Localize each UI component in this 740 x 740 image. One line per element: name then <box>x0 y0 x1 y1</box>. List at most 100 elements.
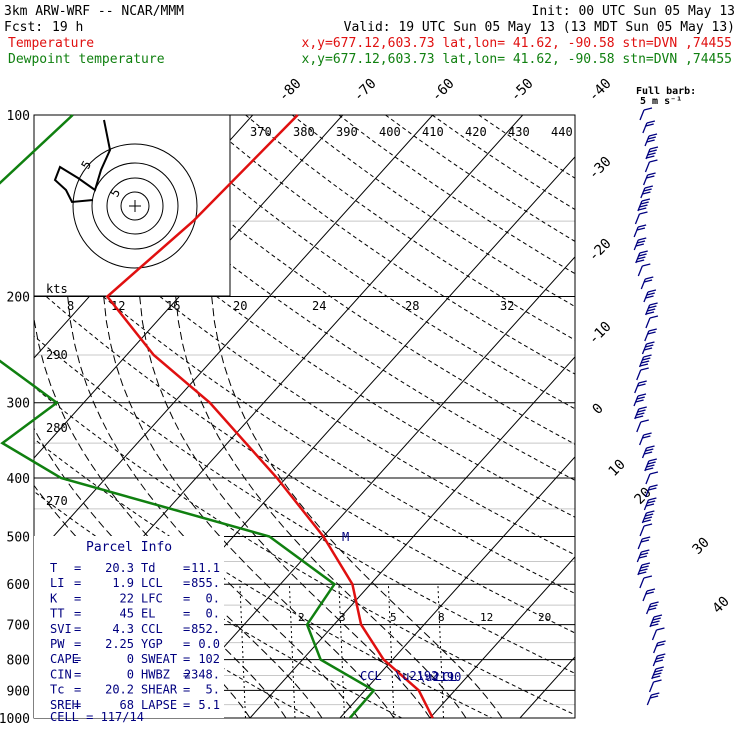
hodo-ring-1 <box>120 191 150 221</box>
parcel-eq-1: = <box>74 607 81 621</box>
parcel-val-2: 11.1 <box>191 561 220 575</box>
parcel-eq-2: = <box>183 652 190 666</box>
wind-barb-flag <box>657 653 666 657</box>
isotherm-label: -10 <box>586 319 615 348</box>
wind-barb-flag <box>644 185 654 189</box>
wind-barb-flag <box>646 292 655 296</box>
init-time: Init: 00 UTC Sun 05 May 13 <box>532 4 736 19</box>
parcel-key-2: EL <box>141 607 155 621</box>
barb-legend-value: 5 m s⁻¹ <box>640 96 682 107</box>
wind-barb-staff <box>640 187 646 199</box>
hodo-ring-3 <box>91 162 179 250</box>
wind-barb-flag <box>645 344 654 348</box>
wind-barb-flag <box>645 448 654 452</box>
pressure-label: 400 <box>7 472 30 487</box>
wind-barb-flag <box>653 679 662 683</box>
isotherm-label: -20 <box>586 236 615 265</box>
wind-barb-flag <box>646 588 656 592</box>
wind-barb-flag <box>653 672 662 676</box>
mixing-ratio-line <box>387 584 395 718</box>
pressure-axis: 100 200 300 400 500 600 700 800 900 1000 <box>0 109 30 727</box>
pressure-label: 300 <box>7 397 30 412</box>
wind-barb-flag <box>646 510 655 514</box>
isotherm <box>34 115 434 559</box>
isotherm-label: -70 <box>351 76 380 105</box>
wind-barb-staff <box>642 174 649 186</box>
wind-barb-flag <box>635 243 645 247</box>
speed-label: 20 <box>233 299 247 313</box>
parcel-eq-1: = <box>74 698 81 712</box>
wind-barb-staff <box>639 109 645 121</box>
wind-barb-staff <box>645 317 651 329</box>
speed-label: 24 <box>312 299 326 313</box>
isotherm-label: -60 <box>429 76 458 105</box>
theta-label: 370 <box>250 125 272 139</box>
wind-barb-flag <box>650 623 659 627</box>
parcel-eq-2: = <box>183 637 190 651</box>
parcel-marker: M <box>342 530 349 544</box>
wind-barb-staff <box>645 603 652 615</box>
isotherm-label: -50 <box>508 76 537 105</box>
wind-barb-flag <box>640 367 649 371</box>
temp-location: x,y=677.12,603.73 lat,lon= 41.62, -90.58… <box>302 36 732 51</box>
parcel-eq-1: = <box>74 561 81 575</box>
ccl-arrow: \u2192 <box>395 669 438 683</box>
wind-barb-flag <box>649 315 659 319</box>
wind-barb-flag <box>634 415 644 419</box>
pressure-label: 900 <box>7 684 30 699</box>
theta-label-left: 290 <box>46 348 68 362</box>
wind-barb-staff <box>633 395 639 407</box>
dry-adiabat <box>385 115 575 242</box>
speed-label: 16 <box>166 299 180 313</box>
wind-barb-flag <box>651 620 660 624</box>
wind-barb-flag <box>655 666 664 670</box>
wind-barb-staff <box>636 551 642 563</box>
wind-barb-flag <box>655 656 665 660</box>
wind-barb-flag <box>645 311 655 315</box>
wind-barb-flag <box>641 198 651 202</box>
wind-barb-flag <box>648 149 657 153</box>
lower-mask <box>575 518 700 720</box>
wind-barb-flag <box>646 155 655 159</box>
wind-barb-flag <box>643 516 653 520</box>
wind-barb-flag <box>643 451 653 455</box>
wind-barb-staff <box>644 330 650 342</box>
isotherm-label: 30 <box>690 535 713 558</box>
hodograph-trace <box>53 119 112 204</box>
wind-barbs <box>633 107 666 706</box>
wind-barb-staff <box>645 486 651 498</box>
wind-barb-flag <box>647 289 657 293</box>
wind-barb-staff <box>651 629 658 641</box>
isotherm <box>519 656 575 718</box>
wind-barb-flag <box>636 240 646 244</box>
parcel-info-cell: CELL = 117/14 <box>50 710 144 724</box>
isotherm-label: 10 <box>606 457 629 480</box>
wind-barb-flag <box>639 568 648 572</box>
wind-barb-flag <box>643 188 652 192</box>
theta-label: 410 <box>422 125 444 139</box>
wind-barb-flag <box>636 259 645 263</box>
parcel-key-1: SVI <box>50 622 72 636</box>
parcel-val-1: 45 <box>120 607 134 621</box>
wind-barb-flag <box>642 519 651 523</box>
barb-legend-title: Full barb: <box>636 86 696 97</box>
parcel-val-2: 2348. <box>184 667 220 681</box>
wind-barb-flag <box>656 643 665 647</box>
wind-barb-flag <box>649 159 658 163</box>
wind-barb-flag <box>649 471 659 475</box>
parcel-eq-2: = <box>183 683 190 697</box>
wind-barb-flag <box>645 276 654 280</box>
wind-barb-flag <box>645 513 654 517</box>
speed-label: 8 <box>67 299 74 313</box>
isotherm <box>249 356 575 718</box>
wind-barb-flag <box>638 237 647 241</box>
dry-adiabat <box>198 115 575 375</box>
parcel-eq-1: = <box>74 667 81 681</box>
wind-barb-flag <box>642 191 651 195</box>
parcel-key-2: HWBZ <box>141 667 170 681</box>
parcel-val-2: 0. <box>206 607 220 621</box>
wind-barb-staff <box>634 382 640 394</box>
theta-label: 420 <box>465 125 487 139</box>
wind-barb-flag <box>645 295 654 299</box>
